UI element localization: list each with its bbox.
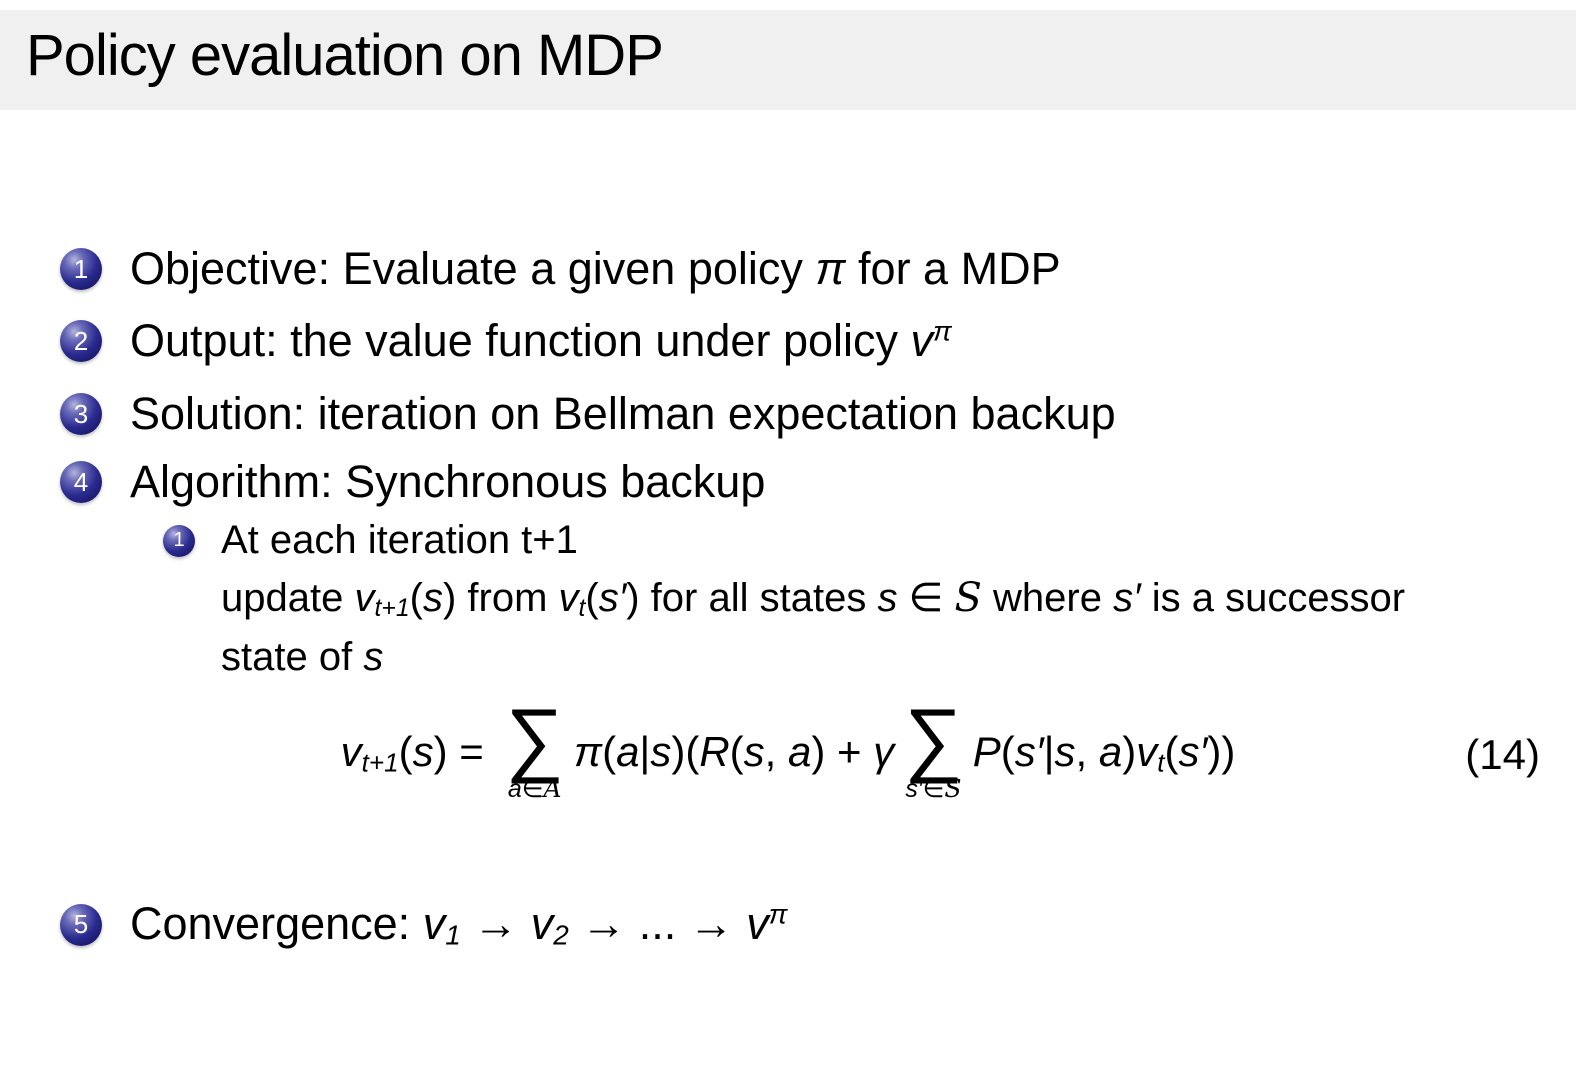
subitem-line-3-text: state of s: [221, 634, 384, 679]
subitem-line-1-row: 1 At each iteration t+1: [163, 518, 1405, 563]
subitem-1-number-badge: 1: [163, 524, 195, 557]
item-1-text: Objective: Evaluate a given policy π for…: [130, 243, 1061, 294]
item-5-text: Convergence: v1 → v2 → ... → vπ: [130, 898, 788, 951]
list-item-convergence: 5 Convergence: v1 → v2 → ... → vπ: [60, 898, 787, 952]
equation-body: vt+1(s) = ∑ a∈A π(a|s)(R(s, a) + γ ∑ s′∈S P(s…: [340, 692, 1236, 804]
list-item-objective: 1 Objective: Evaluate a given policy π f…: [60, 243, 1061, 295]
slide-title-bar: Policy evaluation on MDP: [0, 10, 1576, 110]
list-item-algorithm: 4 Algorithm: Synchronous backup: [60, 456, 765, 508]
item-3-text: Solution: iteration on Bellman expectati…: [130, 388, 1116, 439]
item-2-text: Output: the value function under policy …: [130, 315, 952, 366]
list-item-solution: 3 Solution: iteration on Bellman expecta…: [60, 388, 1116, 440]
item-3-number-badge: 3: [60, 393, 102, 435]
item-1-number-badge: 1: [60, 248, 102, 290]
bellman-expectation-equation: vt+1(s) = ∑ a∈A π(a|s)(R(s, a) + γ ∑ s′∈S P(s…: [0, 682, 1576, 827]
subitem-line-2-text: update vt+1(s) from vt(s′) for all state…: [221, 575, 1406, 622]
sub-list-item-iteration: 1 At each iteration t+1 update vt+1(s) f…: [163, 518, 1405, 680]
slide-title: Policy evaluation on MDP: [26, 23, 664, 88]
subitem-line-1-text: At each iteration t+1: [221, 518, 578, 562]
item-4-text: Algorithm: Synchronous backup: [130, 456, 766, 507]
item-2-number-badge: 2: [60, 320, 102, 362]
list-item-output: 2 Output: the value function under polic…: [60, 315, 952, 367]
equation-number: (14): [1465, 730, 1540, 778]
item-5-number-badge: 5: [60, 903, 102, 946]
item-4-number-badge: 4: [60, 461, 102, 503]
